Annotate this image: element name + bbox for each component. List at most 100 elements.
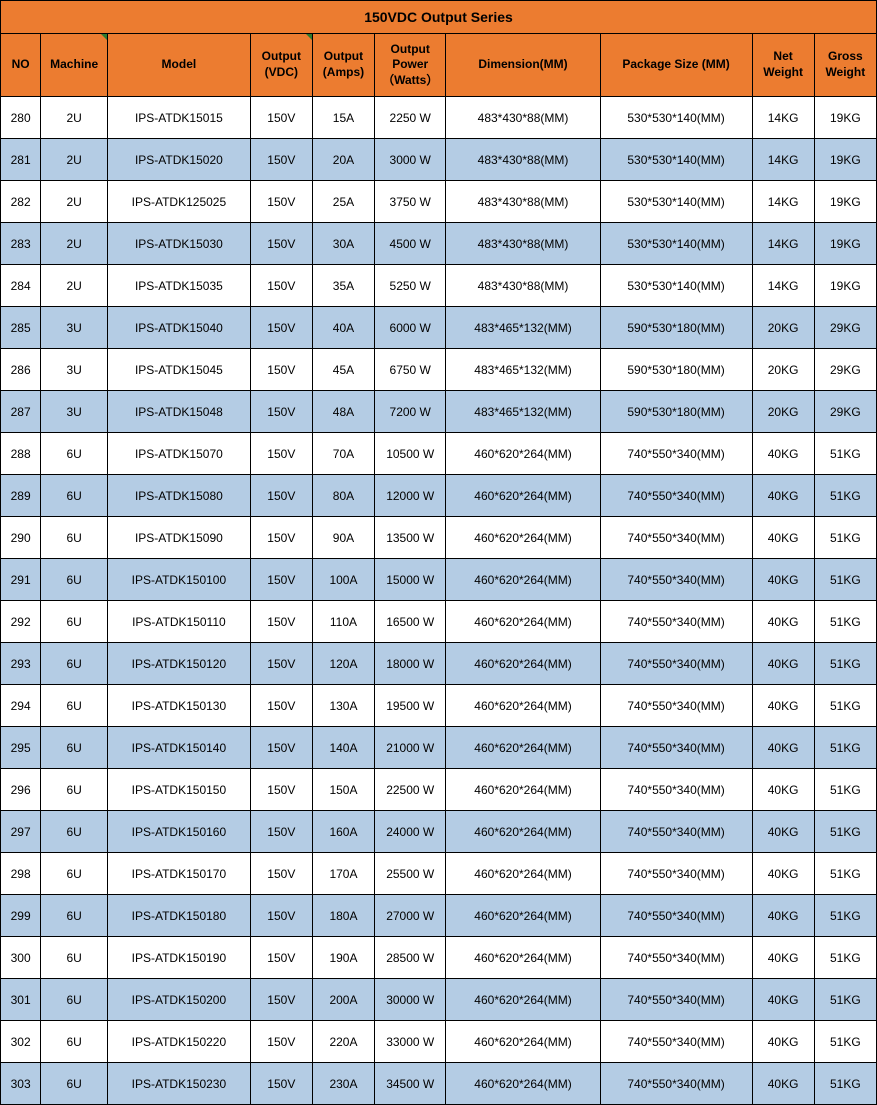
cell-model: IPS-ATDK150150 — [108, 769, 251, 811]
cell-vdc: 150V — [250, 97, 312, 139]
cell-watts: 13500 W — [375, 517, 446, 559]
cell-pkg: 590*530*180(MM) — [600, 391, 752, 433]
cell-watts: 6000 W — [375, 307, 446, 349]
col-header-gw: Gross Weight — [814, 34, 876, 97]
cell-machine: 6U — [41, 1021, 108, 1063]
cell-gw: 51KG — [814, 853, 876, 895]
cell-gw: 19KG — [814, 97, 876, 139]
cell-dim: 460*620*264(MM) — [446, 517, 600, 559]
cell-model: IPS-ATDK15090 — [108, 517, 251, 559]
cell-dim: 460*620*264(MM) — [446, 727, 600, 769]
cell-watts: 24000 W — [375, 811, 446, 853]
table-row: 2822UIPS-ATDK125025150V25A3750 W483*430*… — [1, 181, 877, 223]
col-header-vdc: Output (VDC) — [250, 34, 312, 97]
table-body: 2802UIPS-ATDK15015150V15A2250 W483*430*8… — [1, 97, 877, 1105]
cell-model: IPS-ATDK15015 — [108, 97, 251, 139]
cell-vdc: 150V — [250, 601, 312, 643]
cell-pkg: 590*530*180(MM) — [600, 307, 752, 349]
cell-amps: 180A — [312, 895, 374, 937]
cell-pkg: 740*550*340(MM) — [600, 853, 752, 895]
cell-machine: 6U — [41, 979, 108, 1021]
cell-no: 297 — [1, 811, 41, 853]
cell-model: IPS-ATDK150170 — [108, 853, 251, 895]
cell-gw: 51KG — [814, 979, 876, 1021]
cell-watts: 18000 W — [375, 643, 446, 685]
cell-amps: 100A — [312, 559, 374, 601]
cell-dim: 483*465*132(MM) — [446, 307, 600, 349]
cell-model: IPS-ATDK150220 — [108, 1021, 251, 1063]
cell-machine: 6U — [41, 853, 108, 895]
cell-watts: 2250 W — [375, 97, 446, 139]
cell-pkg: 740*550*340(MM) — [600, 559, 752, 601]
cell-no: 296 — [1, 769, 41, 811]
cell-gw: 51KG — [814, 685, 876, 727]
cell-watts: 27000 W — [375, 895, 446, 937]
cell-no: 301 — [1, 979, 41, 1021]
cell-vdc: 150V — [250, 139, 312, 181]
cell-dim: 460*620*264(MM) — [446, 559, 600, 601]
cell-dim: 460*620*264(MM) — [446, 475, 600, 517]
cell-no: 293 — [1, 643, 41, 685]
cell-gw: 51KG — [814, 727, 876, 769]
cell-model: IPS-ATDK15035 — [108, 265, 251, 307]
cell-nw: 40KG — [752, 937, 814, 979]
cell-no: 291 — [1, 559, 41, 601]
col-header-machine: Machine — [41, 34, 108, 97]
cell-pkg: 740*550*340(MM) — [600, 979, 752, 1021]
cell-machine: 6U — [41, 937, 108, 979]
cell-amps: 70A — [312, 433, 374, 475]
cell-machine: 3U — [41, 349, 108, 391]
cell-model: IPS-ATDK150110 — [108, 601, 251, 643]
cell-vdc: 150V — [250, 349, 312, 391]
cell-gw: 51KG — [814, 559, 876, 601]
cell-model: IPS-ATDK150140 — [108, 727, 251, 769]
cell-model: IPS-ATDK15040 — [108, 307, 251, 349]
cell-watts: 28500 W — [375, 937, 446, 979]
cell-pkg: 530*530*140(MM) — [600, 265, 752, 307]
cell-pkg: 740*550*340(MM) — [600, 937, 752, 979]
cell-no: 283 — [1, 223, 41, 265]
cell-vdc: 150V — [250, 559, 312, 601]
cell-vdc: 150V — [250, 979, 312, 1021]
cell-machine: 2U — [41, 97, 108, 139]
cell-nw: 20KG — [752, 307, 814, 349]
cell-pkg: 740*550*340(MM) — [600, 643, 752, 685]
cell-watts: 30000 W — [375, 979, 446, 1021]
table-header-row: NO Machine Model Output (VDC) Output (Am… — [1, 34, 877, 97]
cell-model: IPS-ATDK150200 — [108, 979, 251, 1021]
cell-vdc: 150V — [250, 265, 312, 307]
cell-nw: 40KG — [752, 475, 814, 517]
cell-watts: 15000 W — [375, 559, 446, 601]
cell-dim: 483*465*132(MM) — [446, 349, 600, 391]
cell-dim: 460*620*264(MM) — [446, 601, 600, 643]
cell-nw: 40KG — [752, 433, 814, 475]
table-row: 2916UIPS-ATDK150100150V100A15000 W460*62… — [1, 559, 877, 601]
cell-model: IPS-ATDK150180 — [108, 895, 251, 937]
col-header-dim: Dimension(MM) — [446, 34, 600, 97]
cell-model: IPS-ATDK150100 — [108, 559, 251, 601]
cell-no: 282 — [1, 181, 41, 223]
cell-amps: 110A — [312, 601, 374, 643]
cell-no: 303 — [1, 1063, 41, 1105]
cell-watts: 3750 W — [375, 181, 446, 223]
cell-watts: 12000 W — [375, 475, 446, 517]
cell-vdc: 150V — [250, 433, 312, 475]
table-row: 2906UIPS-ATDK15090150V90A13500 W460*620*… — [1, 517, 877, 559]
cell-no: 290 — [1, 517, 41, 559]
col-header-nw: Net Weight — [752, 34, 814, 97]
cell-dim: 460*620*264(MM) — [446, 811, 600, 853]
cell-pkg: 740*550*340(MM) — [600, 475, 752, 517]
cell-amps: 170A — [312, 853, 374, 895]
cell-dim: 460*620*264(MM) — [446, 433, 600, 475]
table-row: 3006UIPS-ATDK150190150V190A28500 W460*62… — [1, 937, 877, 979]
cell-gw: 29KG — [814, 307, 876, 349]
cell-nw: 20KG — [752, 349, 814, 391]
cell-dim: 483*465*132(MM) — [446, 391, 600, 433]
table-row: 2832UIPS-ATDK15030150V30A4500 W483*430*8… — [1, 223, 877, 265]
table-row: 2936UIPS-ATDK150120150V120A18000 W460*62… — [1, 643, 877, 685]
cell-no: 294 — [1, 685, 41, 727]
cell-watts: 5250 W — [375, 265, 446, 307]
cell-vdc: 150V — [250, 853, 312, 895]
cell-gw: 51KG — [814, 643, 876, 685]
cell-machine: 6U — [41, 601, 108, 643]
